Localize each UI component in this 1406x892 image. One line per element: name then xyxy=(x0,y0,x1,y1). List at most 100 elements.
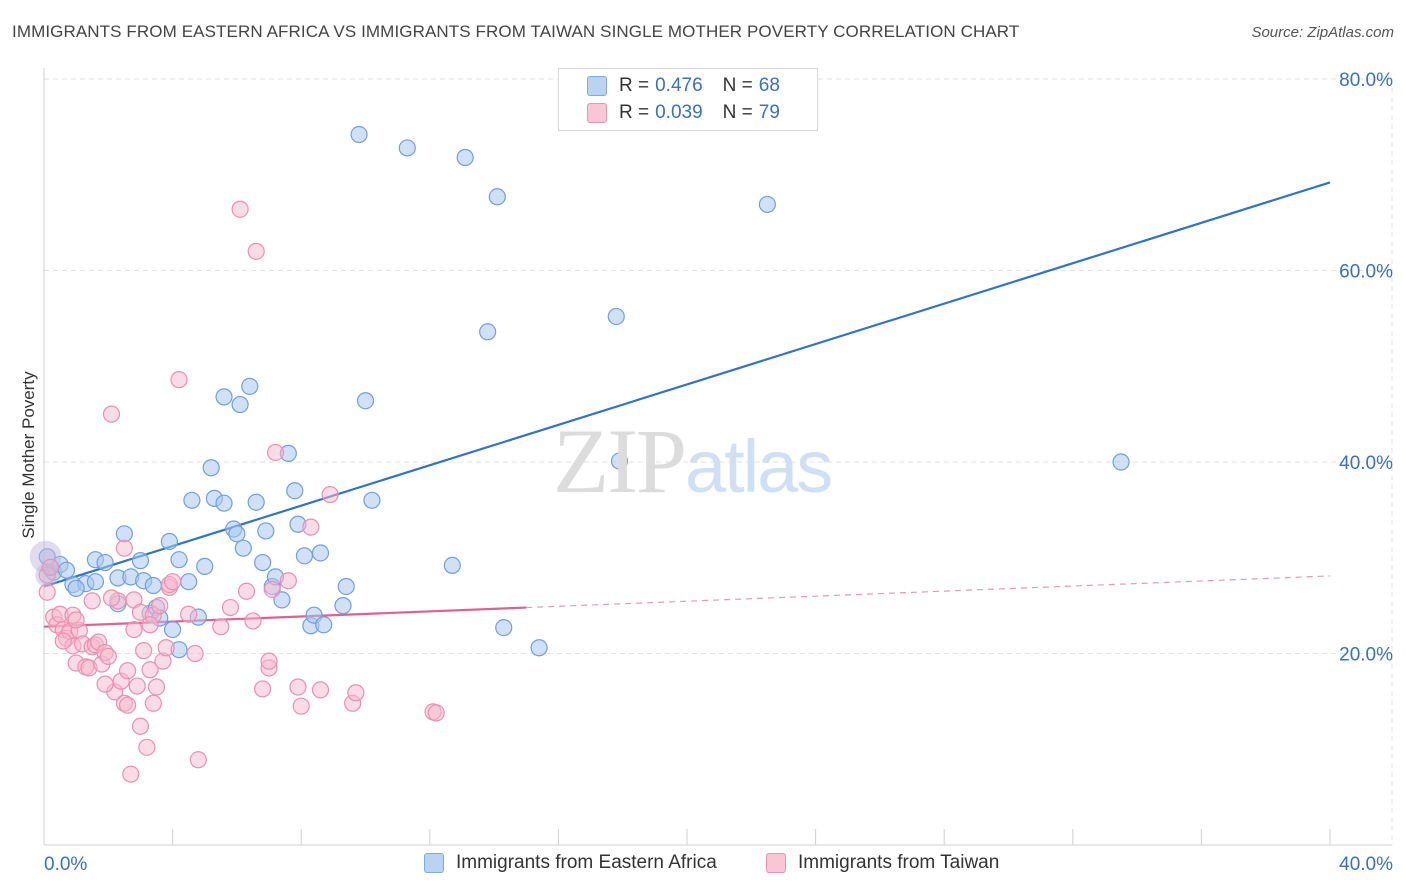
point-eastern-africa xyxy=(311,544,330,562)
point-taiwan xyxy=(164,573,182,591)
point-eastern-africa xyxy=(67,579,85,597)
trend-line-taiwan xyxy=(43,606,527,628)
legend-swatch-pink xyxy=(587,103,607,123)
point-taiwan xyxy=(189,751,207,769)
legend-n-value: 79 xyxy=(758,102,780,123)
point-taiwan xyxy=(83,592,101,610)
stats-legend: R = 0.476 N = 68 R = 0.039 N = 79 xyxy=(558,68,818,131)
point-taiwan xyxy=(212,618,230,636)
point-eastern-africa xyxy=(363,491,381,509)
point-eastern-africa xyxy=(57,561,76,579)
point-eastern-africa xyxy=(241,377,259,395)
point-taiwan xyxy=(99,647,117,665)
point-taiwan xyxy=(125,620,143,639)
point-eastern-africa xyxy=(758,195,776,214)
point-taiwan xyxy=(102,589,121,607)
point-taiwan xyxy=(260,652,278,670)
point-eastern-africa xyxy=(334,597,352,615)
legend-item-taiwan[interactable]: Immigrants from Taiwan xyxy=(766,852,999,874)
point-taiwan xyxy=(131,717,150,735)
point-eastern-africa xyxy=(337,577,355,596)
point-eastern-africa xyxy=(1112,453,1130,471)
legend-swatch-blue xyxy=(587,76,607,96)
point-taiwan xyxy=(231,200,249,218)
point-taiwan xyxy=(128,677,146,695)
point-taiwan xyxy=(292,697,310,715)
point-eastern-africa xyxy=(315,616,333,634)
point-eastern-africa xyxy=(530,639,548,657)
point-eastern-africa xyxy=(231,395,249,414)
point-eastern-africa xyxy=(202,459,220,477)
point-eastern-africa xyxy=(495,619,513,637)
point-taiwan xyxy=(144,694,162,712)
point-eastern-africa xyxy=(273,591,291,609)
point-taiwan xyxy=(221,598,240,617)
legend-swatch-pink xyxy=(766,853,786,873)
point-eastern-africa xyxy=(228,525,246,543)
legend-r-value: 0.476 xyxy=(655,75,703,96)
point-taiwan xyxy=(302,518,320,536)
point-taiwan xyxy=(347,684,365,702)
point-eastern-africa xyxy=(479,323,497,341)
legend-row-taiwan: R = 0.039 N = 79 xyxy=(587,101,780,125)
point-eastern-africa xyxy=(257,522,275,540)
point-taiwan xyxy=(427,704,445,722)
point-eastern-africa xyxy=(607,307,625,326)
point-taiwan xyxy=(96,675,114,693)
trend-line-taiwan-extension xyxy=(526,575,1331,609)
point-taiwan xyxy=(115,539,133,557)
point-eastern-africa xyxy=(131,552,150,570)
point-eastern-africa xyxy=(215,494,233,512)
legend-r-value: 0.039 xyxy=(655,102,703,123)
chart-title: IMMIGRANTS FROM EASTERN AFRICA VS IMMIGR… xyxy=(12,22,1020,41)
legend-label-taiwan: Immigrants from Taiwan xyxy=(798,852,1000,873)
point-taiwan xyxy=(170,371,188,389)
point-eastern-africa xyxy=(144,576,162,595)
axes xyxy=(43,68,1392,846)
point-taiwan xyxy=(54,632,72,650)
trend-lines xyxy=(43,181,1331,628)
point-taiwan xyxy=(141,661,159,679)
point-taiwan xyxy=(180,605,198,623)
point-taiwan xyxy=(321,485,339,504)
point-eastern-africa xyxy=(488,188,506,206)
legend-n-label: N = xyxy=(722,75,753,96)
point-eastern-africa xyxy=(180,573,198,591)
y-axis-label: Single Mother Poverty xyxy=(19,371,38,539)
point-taiwan xyxy=(237,582,256,600)
legend-swatch-blue xyxy=(424,853,444,873)
point-eastern-africa xyxy=(96,553,114,572)
point-eastern-africa xyxy=(356,392,375,410)
point-taiwan xyxy=(157,639,175,657)
legend-n-label: N = xyxy=(722,102,753,123)
point-eastern-africa xyxy=(196,557,214,575)
point-taiwan xyxy=(244,612,262,630)
point-eastern-africa xyxy=(183,491,201,509)
point-taiwan xyxy=(247,242,265,260)
point-eastern-africa xyxy=(247,493,265,511)
point-eastern-africa xyxy=(456,148,474,167)
watermark: ZIPatlas xyxy=(553,408,833,514)
point-taiwan xyxy=(141,616,159,634)
point-eastern-africa xyxy=(170,551,188,569)
x-tick-label-max: 40.0% xyxy=(1339,854,1393,875)
point-taiwan xyxy=(263,580,281,598)
series-taiwan-points xyxy=(35,200,445,783)
point-taiwan xyxy=(122,765,140,783)
point-taiwan xyxy=(186,644,204,663)
point-taiwan xyxy=(254,680,272,698)
point-eastern-africa xyxy=(610,452,629,470)
point-taiwan xyxy=(118,662,137,680)
point-taiwan xyxy=(311,681,330,699)
legend-row-eastern-africa: R = 0.476 N = 68 xyxy=(587,74,780,98)
point-eastern-africa xyxy=(254,553,272,572)
watermark-zip: ZIP xyxy=(553,410,687,512)
legend-label-eastern-africa: Immigrants from Eastern Africa xyxy=(456,852,717,873)
point-eastern-africa xyxy=(443,556,461,575)
point-eastern-africa xyxy=(350,125,368,144)
legend-item-eastern-africa[interactable]: Immigrants from Eastern Africa xyxy=(424,852,717,874)
point-taiwan xyxy=(41,558,60,576)
point-taiwan xyxy=(289,678,307,696)
legend-n-value: 68 xyxy=(758,75,780,96)
